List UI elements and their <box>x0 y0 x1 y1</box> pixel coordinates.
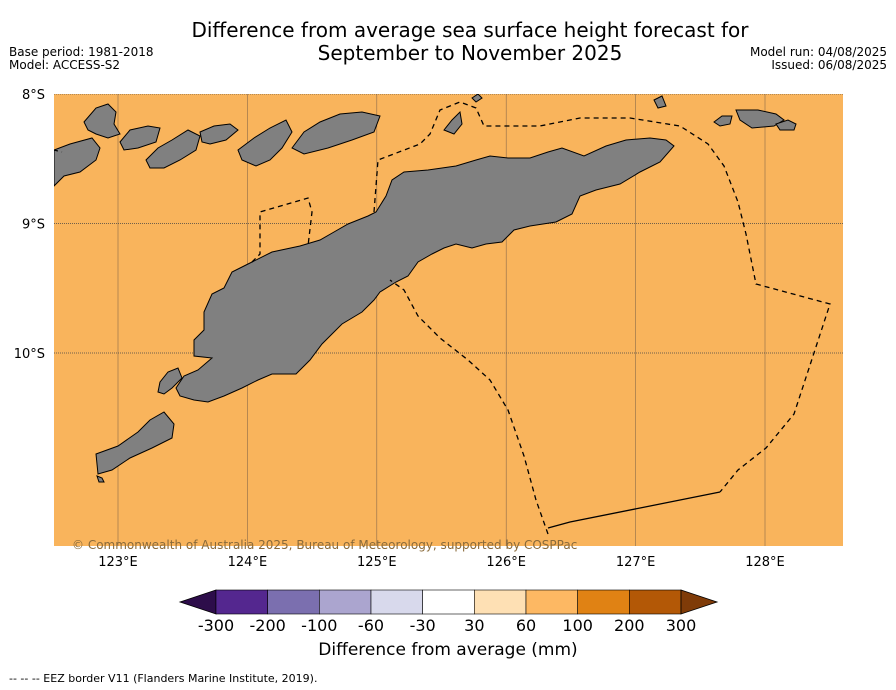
colorbar-segment <box>629 589 682 615</box>
colorbar-segment <box>474 589 527 615</box>
land-flores-east <box>83 103 121 139</box>
colorbar-title: Difference from average (mm) <box>318 640 578 660</box>
eez-border <box>54 149 63 153</box>
colorbar-segments <box>178 589 719 615</box>
meta-right: Model run: 04/08/2025 Issued: 06/08/2025 <box>750 46 887 72</box>
land-romang <box>653 95 667 109</box>
eez-border <box>547 491 721 529</box>
longitude-label: 126°E <box>486 555 526 570</box>
land-atauro <box>443 110 463 135</box>
land-timor <box>175 137 675 403</box>
model-run: Model run: 04/08/2025 <box>749 45 887 59</box>
base-period: Base period: 1981-2018 <box>9 45 154 59</box>
land-alor <box>237 119 293 167</box>
longitude-label: 128°E <box>745 555 785 570</box>
latitude-label: 8°S <box>22 88 45 103</box>
land-wetar <box>291 111 381 155</box>
colorbar-tick-label: 60 <box>516 616 536 635</box>
title-line-1: Difference from average sea surface heig… <box>191 18 749 42</box>
copyright-note: © Commonwealth of Australia 2025, Bureau… <box>72 538 578 552</box>
colorbar-segment <box>525 589 578 615</box>
colorbar-segment <box>422 589 475 615</box>
colorbar-tick-label: 100 <box>562 616 593 635</box>
colorbar-extension-low <box>178 589 217 615</box>
longitude-labels: 123°E 124°E 125°E 126°E 127°E 128°E <box>98 555 785 570</box>
eez-legend-note: -- -- -- EEZ border V11 (Flanders Marine… <box>9 672 318 685</box>
meta-left: Base period: 1981-2018 Model: ACCESS-S2 <box>9 46 154 72</box>
land-pantar <box>199 123 239 145</box>
issued-date: Issued: 06/08/2025 <box>771 58 887 72</box>
colorbar-tick-label: -200 <box>250 616 286 635</box>
land-lakor <box>775 119 797 131</box>
eez-border <box>251 197 313 263</box>
land-lembata <box>145 129 201 169</box>
colorbar-tick-label: -30 <box>410 616 436 635</box>
land-rote <box>95 411 175 475</box>
colorbar-tick-label: 300 <box>666 616 697 635</box>
colorbar-tick-label: 200 <box>614 616 645 635</box>
chart-title: Difference from average sea surface heig… <box>120 19 820 65</box>
colorbar-segment <box>215 589 268 615</box>
colorbar-segment <box>319 589 372 615</box>
colorbar-tick-label: 30 <box>464 616 484 635</box>
colorbar-segment <box>370 589 423 615</box>
colorbar-tick-label: -300 <box>198 616 234 635</box>
land-ndao <box>96 475 105 483</box>
title-line-2: September to November 2025 <box>317 41 623 65</box>
longitude-label: 124°E <box>228 555 268 570</box>
longitude-label: 125°E <box>357 555 397 570</box>
colorbar-tick-label: -60 <box>358 616 384 635</box>
longitude-label: 123°E <box>98 555 138 570</box>
latitude-label: 10°S <box>14 347 45 362</box>
colorbar-ticks: -300 -200 -100 -60 -30 30 60 100 200 300 <box>198 616 696 635</box>
colorbar-segment <box>267 589 320 615</box>
longitude-label: 127°E <box>616 555 656 570</box>
colorbar-extension-high <box>680 589 719 615</box>
colorbar-tick-label: -100 <box>301 616 337 635</box>
eez-border <box>389 279 549 535</box>
latitude-labels: 8°S 9°S 10°S <box>14 88 45 362</box>
land-islet-north <box>471 94 483 103</box>
land-flores <box>54 137 101 187</box>
model-name: Model: ACCESS-S2 <box>9 58 121 72</box>
land-leti <box>713 115 733 127</box>
latitude-label: 9°S <box>22 218 45 233</box>
land-semau <box>157 367 183 395</box>
colorbar-segment <box>577 589 630 615</box>
land-adonara <box>119 125 161 151</box>
